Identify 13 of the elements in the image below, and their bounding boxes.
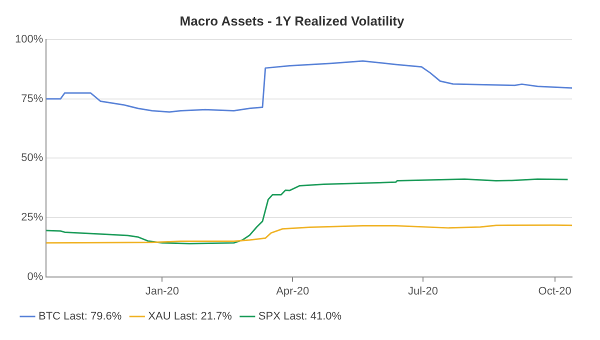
y-tick-label: 50% <box>21 152 44 164</box>
y-tick-label: 75% <box>21 92 44 105</box>
y-tick-label: 100% <box>14 34 44 46</box>
legend-label: SPX Last: 41.0% <box>258 310 342 323</box>
legend-label: XAU Last: 21.7% <box>148 310 232 323</box>
legend-label: BTC Last: 79.6% <box>38 310 122 323</box>
y-tick-label: 25% <box>21 212 44 224</box>
x-tick-label: Oct-20 <box>538 285 572 298</box>
y-tick-label: 0% <box>27 270 44 283</box>
chart-title: Macro Assets - 1Y Realized Volatility <box>180 13 405 28</box>
x-tick-label: Jul-20 <box>408 285 438 298</box>
x-tick-label: Jan-20 <box>145 285 180 298</box>
x-tick-label: Apr-20 <box>276 285 310 298</box>
